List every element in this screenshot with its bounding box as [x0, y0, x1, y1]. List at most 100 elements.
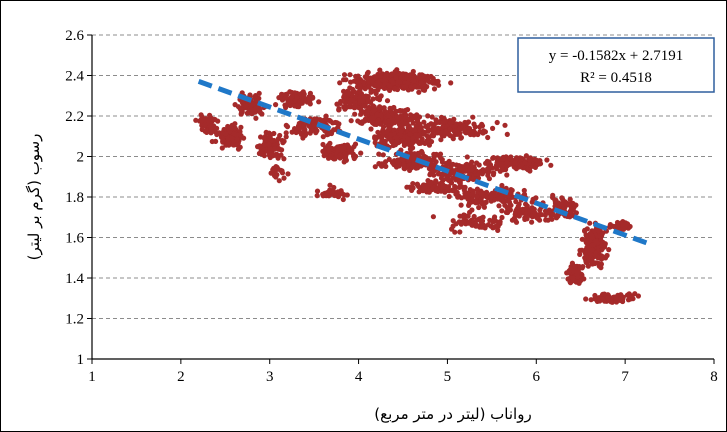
scatter-point: [365, 97, 371, 103]
scatter-point: [457, 229, 463, 235]
scatter-point: [285, 171, 291, 177]
scatter-point: [583, 232, 589, 238]
scatter-point: [577, 264, 583, 270]
scatter-point: [205, 118, 211, 124]
scatter-point: [283, 134, 289, 140]
scatter-point: [247, 92, 253, 98]
scatter-point: [314, 193, 320, 199]
scatter-point: [274, 172, 280, 178]
scatter-point: [382, 138, 388, 144]
scatter-point: [620, 222, 626, 228]
scatter-point: [267, 133, 273, 140]
scatter-point: [496, 203, 502, 209]
scatter-point: [585, 263, 591, 269]
scatter-point: [377, 67, 383, 73]
scatter-point: [538, 212, 545, 218]
scatter-point: [599, 247, 605, 253]
scatter-point: [426, 122, 432, 128]
scatter-point: [419, 136, 425, 142]
scatter-point: [525, 167, 531, 173]
scatter-point: [239, 109, 245, 115]
scatter-point: [490, 155, 496, 161]
scatter-point: [405, 136, 411, 142]
scatter-point: [283, 122, 289, 128]
scatter-point: [334, 154, 340, 160]
scatter-point: [358, 150, 364, 156]
scatter-point: [529, 206, 535, 212]
y-tick-label: 1.8: [65, 190, 84, 206]
scatter-point: [441, 115, 447, 122]
scatter-point: [439, 159, 445, 165]
scatter-point: [412, 127, 418, 133]
scatter-point: [386, 156, 392, 162]
scatter-point: [382, 81, 388, 87]
scatter-point: [572, 264, 578, 270]
scatter-point: [380, 152, 386, 158]
scatter-point: [425, 113, 431, 119]
scatter-point: [368, 126, 374, 132]
scatter-point: [408, 112, 414, 118]
scatter-point: [334, 101, 340, 107]
scatter-point: [382, 119, 388, 125]
scatter-point: [450, 161, 456, 167]
scatter-point: [338, 191, 344, 197]
scatter-point: [351, 105, 357, 111]
scatter-point: [398, 129, 404, 135]
scatter-point: [592, 228, 598, 234]
scatter-point: [279, 170, 286, 176]
scatter-point: [361, 94, 367, 100]
scatter-point: [325, 142, 332, 148]
scatter-point: [429, 114, 435, 120]
scatter-point: [527, 157, 533, 163]
scatter-point: [406, 141, 412, 147]
scatter-point: [481, 128, 487, 134]
scatter-point: [383, 163, 389, 169]
scatter-point: [271, 146, 278, 152]
scatter-point: [476, 162, 482, 168]
scatter-point: [207, 112, 213, 118]
scatter-point: [451, 116, 457, 122]
scatter-point: [373, 75, 379, 81]
scatter-point: [331, 184, 337, 191]
scatter-point: [346, 91, 352, 97]
scatter-point: [273, 102, 279, 108]
scatter-point: [592, 252, 599, 258]
scatter-point: [502, 122, 508, 128]
scatter-point: [279, 137, 285, 144]
scatter-point: [470, 114, 476, 120]
scatter-point: [574, 269, 580, 275]
scatter-point: [352, 111, 358, 117]
y-tick-label: 2.2: [65, 109, 84, 125]
scatter-point: [293, 129, 299, 136]
scatter-point: [583, 296, 589, 302]
scatter-point: [314, 188, 321, 194]
scatter-point: [308, 127, 314, 133]
scatter-point: [465, 119, 472, 125]
scatter-point: [590, 259, 596, 265]
scatter-point: [199, 126, 205, 133]
axes: [87, 34, 715, 364]
scatter-point: [397, 79, 403, 85]
scatter-point: [202, 121, 208, 128]
scatter-point: [313, 127, 319, 133]
scatter-point: [452, 229, 458, 235]
scatter-point: [589, 242, 595, 248]
scatter-point: [321, 153, 327, 159]
scatter-point: [544, 157, 550, 163]
scatter-point: [356, 89, 362, 95]
y-tick-label: 2.6: [65, 28, 84, 44]
scatter-point: [257, 144, 263, 151]
scatter-point: [301, 128, 307, 134]
scatter-point: [421, 119, 427, 125]
scatter-point: [353, 153, 359, 159]
scatter-point: [442, 189, 448, 195]
scatter-point: [589, 247, 596, 253]
scatter-point: [270, 167, 276, 173]
scatter-point: [486, 159, 492, 165]
scatter-point: [240, 100, 246, 106]
scatter-point: [430, 156, 437, 162]
scatter-point: [411, 78, 417, 84]
scatter-point: [283, 104, 289, 111]
scatter-point: [521, 187, 527, 194]
scatter-point: [287, 102, 293, 109]
